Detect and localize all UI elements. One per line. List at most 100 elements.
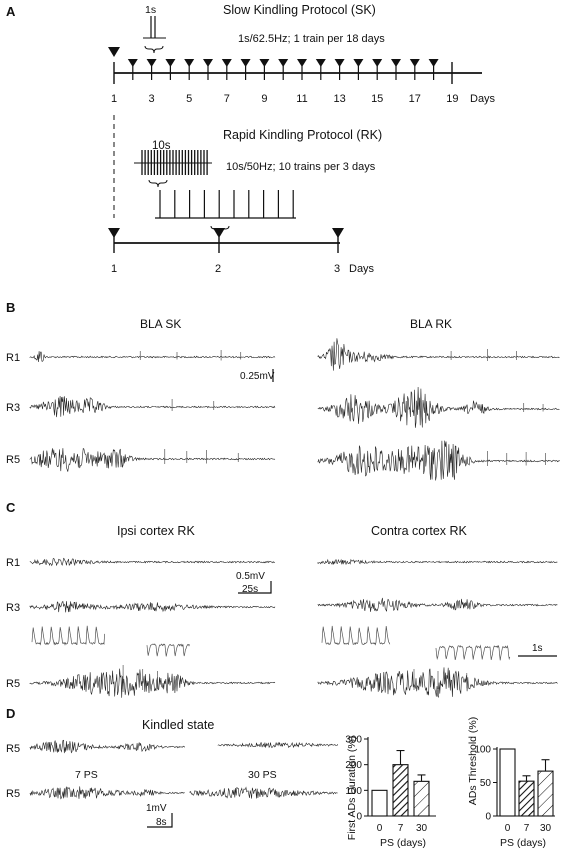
sk-stim-marker — [353, 59, 364, 67]
rk-params: 10s/50Hz; 10 trains per 3 days — [226, 161, 376, 173]
ps7-r5 — [29, 786, 185, 800]
bla-sk-r5 — [29, 448, 276, 472]
sk-stim-marker — [108, 47, 120, 57]
panel-b-traces — [29, 338, 560, 481]
row-label: R3 — [6, 402, 20, 414]
panel-b-letter: B — [6, 300, 15, 315]
bar — [392, 764, 409, 817]
sk-tick-label: 7 — [224, 93, 230, 105]
zoom-inset-trace — [321, 625, 391, 646]
panel-c-scale-v: 0.5mV — [236, 571, 265, 582]
rk-tick-label: 3 — [334, 263, 340, 275]
panel-d-letter: D — [6, 706, 15, 721]
sk-tick-label: 3 — [149, 93, 155, 105]
sk-stim-marker — [221, 59, 232, 67]
label-7ps: 7 PS — [75, 769, 98, 781]
x-tick-label: 0 — [377, 823, 383, 834]
y-tick-label: 200 — [345, 760, 362, 771]
kindled-r5-b — [217, 741, 338, 749]
ipsi-r1 — [29, 557, 275, 567]
sk-stim-marker — [184, 59, 195, 67]
rk-tick-label: 1 — [111, 263, 117, 275]
bar — [413, 780, 430, 817]
sk-stim-marker — [297, 59, 307, 67]
sk-stim-marker — [278, 59, 289, 67]
chart2-xlabel: PS (days) — [500, 837, 546, 849]
sk-stim-marker — [315, 59, 326, 67]
sk-stim-marker — [146, 59, 157, 67]
y-tick-label: 50 — [480, 778, 492, 789]
bla-rk-r1 — [317, 338, 560, 371]
kindled-r5-a — [29, 739, 185, 754]
sk-tick-label: 17 — [409, 93, 421, 105]
sk-tick-label: 9 — [261, 93, 267, 105]
bar — [371, 789, 388, 817]
sk-stim-marker — [334, 59, 345, 67]
rk-title: Rapid Kindling Protocol (RK) — [223, 128, 382, 142]
sk-axis-ticks: 1 3 5 7 9 11 13 15 17 19 — [108, 47, 459, 105]
bla-sk-r1 — [29, 351, 276, 363]
x-tick-label: 0 — [505, 823, 511, 834]
sk-tick-label: 13 — [333, 93, 345, 105]
sk-stim-marker — [240, 59, 251, 67]
sk-params: 1s/62.5Hz; 1 train per 18 days — [238, 33, 385, 45]
bla-rk-r5 — [317, 440, 560, 481]
chart1-ylabel: First ADs Duration (%) — [346, 736, 358, 840]
chart-first-ads-duration: First ADs Duration (%) PS (days) 0 100 200… — [345, 735, 436, 849]
row-label: R5 — [6, 743, 20, 755]
sk-stim-marker — [372, 59, 383, 67]
rk-train-glyph — [134, 150, 212, 188]
bar — [537, 770, 554, 817]
sk-timeline — [113, 62, 482, 84]
bla-rk-r3 — [317, 386, 560, 428]
sk-stim-marker — [203, 59, 213, 67]
zoom-inset-trace — [146, 643, 190, 657]
row-label: R5 — [6, 788, 20, 800]
panel-b-left-title: BLA SK — [140, 317, 181, 331]
row-label: R1 — [6, 352, 20, 364]
panel-c-scale-t: 25s — [242, 584, 258, 595]
sk-stim-marker — [165, 59, 176, 67]
bar — [518, 780, 535, 817]
x-tick-label: 7 — [524, 823, 530, 834]
y-tick-label: 300 — [345, 735, 362, 746]
label-30ps: 30 PS — [248, 769, 277, 781]
panel-b-scale-label: 0.25mV — [240, 371, 275, 382]
chart-ads-threshold: ADs Threshold (%) PS (days) 0 50 100 0 7 30 — [467, 717, 555, 849]
panel-a: A Slow Kindling Protocol (SK) 1s/62.5Hz;… — [6, 3, 496, 275]
panel-c-traces — [29, 557, 558, 699]
sk-stim-marker — [409, 59, 420, 67]
panel-b-right-title: BLA RK — [410, 317, 452, 331]
sk-stim-marker — [259, 59, 270, 67]
row-label: R5 — [6, 678, 20, 690]
y-tick-label: 100 — [345, 786, 362, 797]
y-tick-label: 0 — [485, 812, 491, 823]
panel-c-left-title: Ipsi cortex RK — [117, 524, 195, 538]
ipsi-r5 — [29, 668, 276, 698]
panel-d-title: Kindled state — [142, 718, 214, 732]
row-label: R1 — [6, 557, 20, 569]
contra-r5 — [317, 667, 558, 699]
ipsi-r3 — [29, 600, 276, 613]
rk-ten-trains — [155, 190, 296, 234]
sk-axis-unit: Days — [470, 93, 496, 105]
rk-tick-label: 2 — [215, 263, 221, 275]
sk-tick-label: 19 — [446, 93, 458, 105]
panel-a-letter: A — [6, 4, 16, 19]
panel-c-letter: C — [6, 500, 16, 515]
sk-tick-label: 11 — [296, 93, 307, 105]
chart2-ylabel: ADs Threshold (%) — [467, 717, 479, 806]
sk-stim-marker — [391, 59, 401, 67]
bla-sk-r3 — [29, 395, 276, 418]
row-label: R3 — [6, 602, 20, 614]
chart1-xlabel: PS (days) — [380, 837, 426, 849]
sk-stim-marker — [428, 59, 439, 67]
panel-c: C Ipsi cortex RK Contra cortex RK R1 R3 … — [6, 500, 558, 699]
zoom-inset-trace — [31, 625, 105, 646]
rk-timeline: 1 2 3 Days — [108, 228, 375, 275]
rk-stim-marker — [108, 228, 120, 238]
y-tick-label: 100 — [474, 745, 491, 756]
x-tick-label: 30 — [540, 823, 552, 834]
sk-tick-label: 5 — [186, 93, 192, 105]
